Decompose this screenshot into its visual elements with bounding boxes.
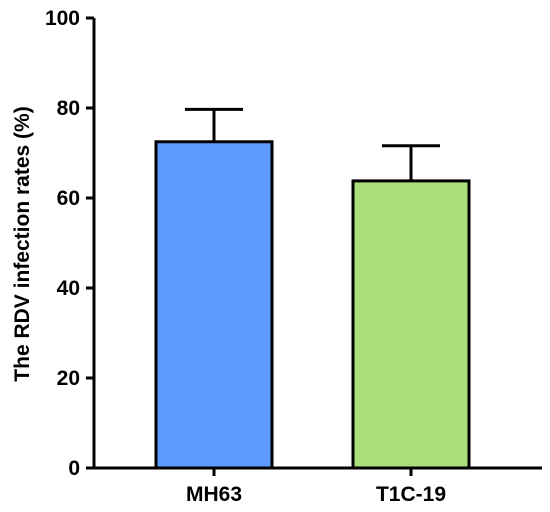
x-tick-label: MH63 xyxy=(186,483,242,506)
y-tick-label: 80 xyxy=(57,97,80,120)
y-tick-label: 60 xyxy=(57,187,80,210)
y-tick-label: 20 xyxy=(57,367,80,390)
plot-area: 0 20 40 60 80 100 MH63 T1C-19 xyxy=(45,7,542,506)
y-axis-title: The RDV infection rates (%) xyxy=(11,106,34,381)
bar-mh63 xyxy=(154,140,274,470)
y-tick-label: 100 xyxy=(45,7,80,30)
y-tick-label: 0 xyxy=(68,457,80,480)
y-tick-label: 40 xyxy=(57,277,80,300)
x-tick-label: T1C-19 xyxy=(376,483,446,506)
bar-t1c-19 xyxy=(351,179,471,470)
